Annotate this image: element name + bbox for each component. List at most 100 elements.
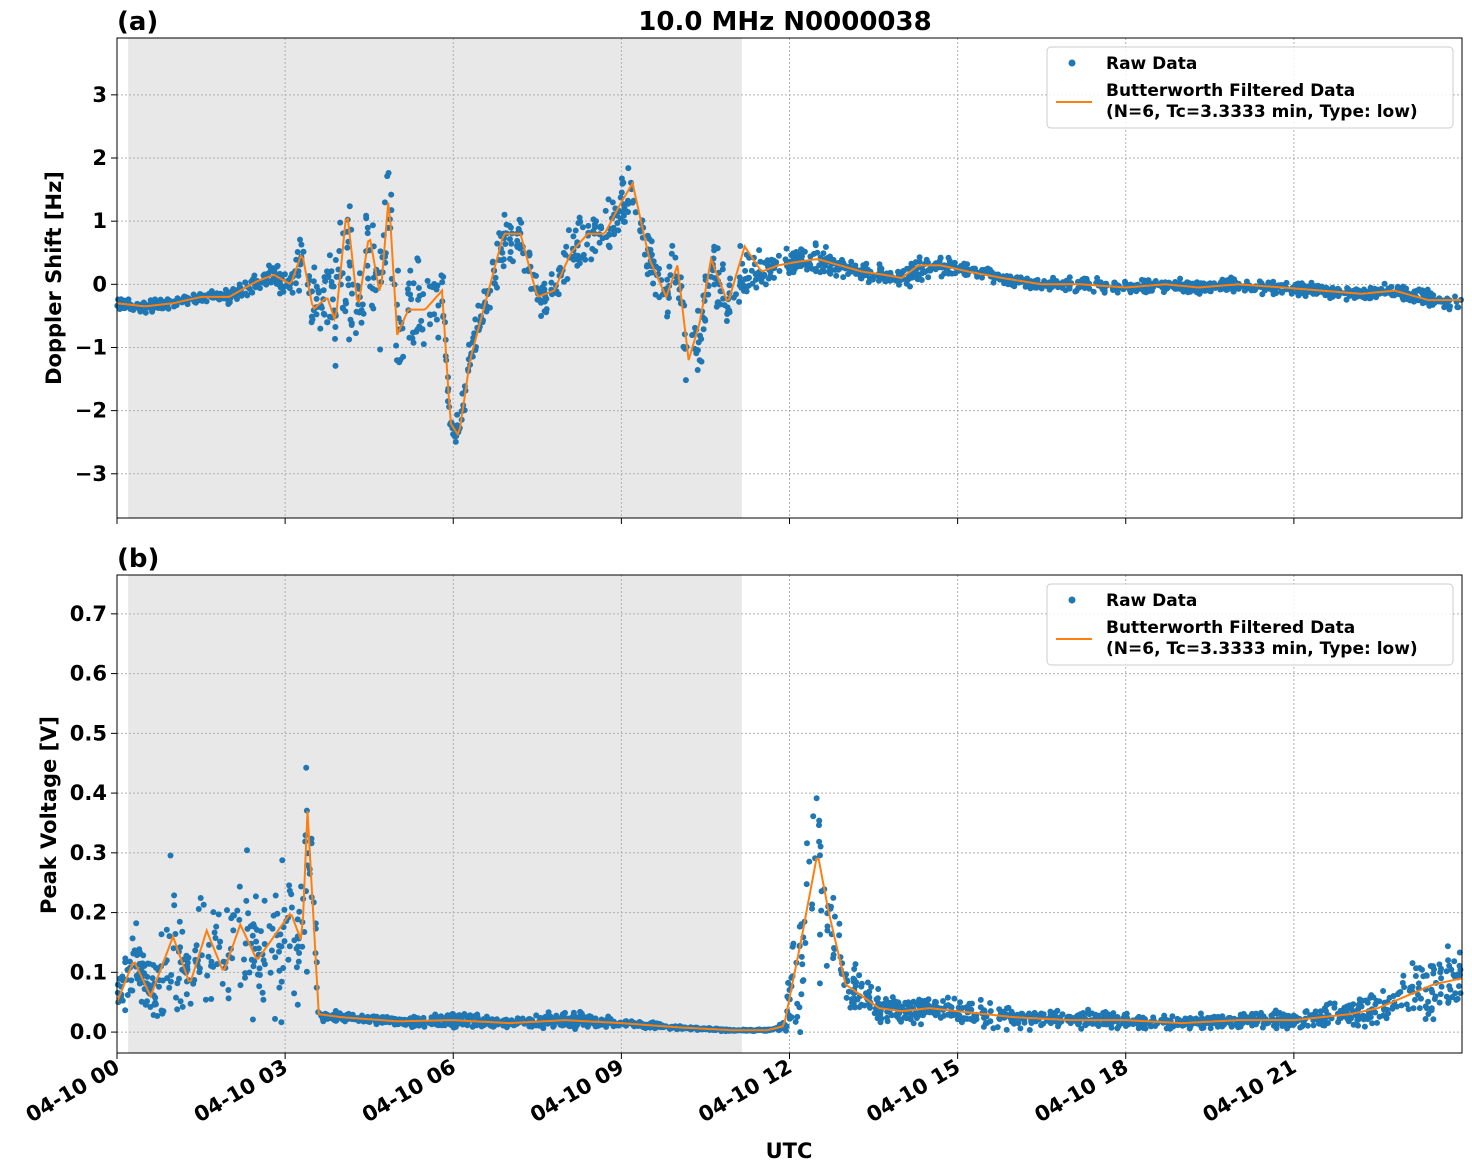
raw-data-point <box>1323 284 1330 291</box>
y-tick-label: 0.1 <box>70 960 107 984</box>
raw-data-point <box>579 224 586 231</box>
raw-data-point <box>475 302 482 309</box>
raw-data-point <box>133 920 140 927</box>
raw-data-point <box>190 980 197 987</box>
raw-data-point <box>819 266 826 273</box>
raw-data-point <box>344 244 351 251</box>
raw-data-point <box>171 902 178 909</box>
raw-data-point <box>325 274 332 280</box>
raw-data-point <box>840 259 847 266</box>
raw-data-point <box>171 892 178 899</box>
raw-data-point <box>570 1011 577 1018</box>
raw-data-point <box>569 1023 576 1029</box>
raw-data-point <box>1173 285 1180 292</box>
raw-data-point <box>277 931 284 938</box>
raw-data-point <box>848 258 855 265</box>
raw-data-point <box>343 300 349 307</box>
raw-data-point <box>864 979 871 986</box>
raw-data-point <box>790 269 797 276</box>
raw-data-point <box>509 258 516 265</box>
raw-data-point <box>1311 290 1318 297</box>
raw-data-point <box>550 1022 557 1029</box>
raw-data-point <box>259 989 266 996</box>
raw-data-point <box>255 945 262 952</box>
raw-data-point <box>292 280 299 287</box>
raw-data-point <box>260 996 267 1003</box>
raw-data-point <box>372 287 379 294</box>
raw-data-point <box>156 983 162 990</box>
raw-data-point <box>489 1016 496 1023</box>
raw-data-point <box>210 963 217 970</box>
raw-data-point <box>1272 1009 1279 1016</box>
raw-data-point <box>541 298 548 305</box>
raw-data-point <box>576 260 583 267</box>
raw-data-point <box>293 256 300 263</box>
raw-data-point <box>448 1011 455 1018</box>
raw-data-point <box>672 254 679 261</box>
raw-data-point <box>1003 1026 1010 1033</box>
raw-data-point <box>414 326 421 333</box>
raw-data-point <box>783 245 790 252</box>
raw-data-point <box>416 1022 422 1029</box>
raw-data-point <box>278 943 285 950</box>
raw-data-point <box>228 915 235 922</box>
raw-data-point <box>176 975 182 982</box>
raw-data-point <box>1295 280 1302 287</box>
raw-data-point <box>957 999 964 1006</box>
raw-data-point <box>129 987 136 994</box>
raw-data-point <box>711 243 718 250</box>
raw-data-point <box>1354 1017 1361 1024</box>
raw-data-point <box>700 326 707 333</box>
legend-raw-marker-a <box>1068 59 1076 67</box>
raw-data-point <box>176 918 183 925</box>
y-tick-label: −1 <box>75 335 107 359</box>
raw-data-point <box>332 362 339 369</box>
raw-data-point <box>644 262 651 269</box>
raw-data-point <box>187 1000 194 1007</box>
raw-data-point <box>865 279 872 286</box>
raw-data-point <box>1093 1020 1099 1027</box>
raw-data-point <box>501 211 508 218</box>
raw-data-point <box>823 962 830 969</box>
raw-data-point <box>452 438 459 445</box>
raw-data-point <box>719 261 726 268</box>
raw-data-point <box>742 267 749 274</box>
raw-data-point <box>776 268 783 274</box>
raw-data-point <box>196 965 203 972</box>
raw-data-point <box>548 279 555 286</box>
raw-data-point <box>1350 1021 1357 1028</box>
raw-data-point <box>614 220 621 226</box>
raw-data-point <box>472 316 479 323</box>
raw-data-point <box>765 275 772 282</box>
raw-data-point <box>1175 1016 1182 1023</box>
raw-data-point <box>611 231 618 238</box>
x-tick-label: 04-10 09 <box>526 1055 628 1128</box>
raw-data-point <box>1299 290 1306 297</box>
raw-data-point <box>715 299 722 306</box>
y-tick-label: 1 <box>92 209 107 233</box>
raw-data-point <box>543 309 550 316</box>
raw-data-point <box>377 346 384 353</box>
raw-data-point <box>1078 1025 1085 1032</box>
raw-data-point <box>860 262 867 269</box>
raw-data-point <box>1437 991 1444 998</box>
raw-data-point <box>582 256 589 263</box>
raw-data-point <box>377 248 384 255</box>
raw-data-point <box>332 1008 339 1014</box>
raw-data-point <box>507 224 514 231</box>
raw-data-point <box>260 279 267 286</box>
raw-data-point <box>1284 1020 1291 1027</box>
raw-data-point <box>920 268 927 275</box>
raw-data-point <box>927 267 934 274</box>
y-tick-label: 0.2 <box>70 901 107 925</box>
raw-data-point <box>932 998 939 1005</box>
raw-data-point <box>347 262 354 269</box>
raw-data-point <box>994 1024 1001 1031</box>
raw-data-point <box>1368 992 1375 999</box>
raw-data-point <box>245 910 252 917</box>
raw-data-point <box>269 925 276 932</box>
raw-data-point <box>184 963 191 970</box>
raw-data-point <box>1428 1007 1435 1014</box>
raw-data-point <box>1409 960 1416 967</box>
raw-data-point <box>1066 285 1073 292</box>
